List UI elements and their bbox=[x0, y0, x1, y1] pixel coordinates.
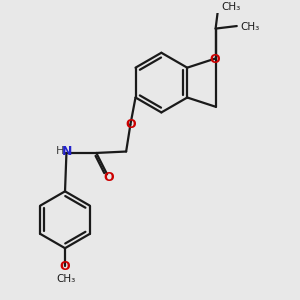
Text: H: H bbox=[56, 146, 64, 156]
Text: O: O bbox=[209, 53, 220, 66]
Text: CH₃: CH₃ bbox=[56, 274, 75, 284]
Text: N: N bbox=[62, 145, 72, 158]
Text: O: O bbox=[103, 171, 114, 184]
Text: O: O bbox=[60, 260, 70, 273]
Text: O: O bbox=[125, 118, 136, 131]
Text: CH₃: CH₃ bbox=[222, 2, 241, 12]
Text: CH₃: CH₃ bbox=[240, 22, 260, 32]
